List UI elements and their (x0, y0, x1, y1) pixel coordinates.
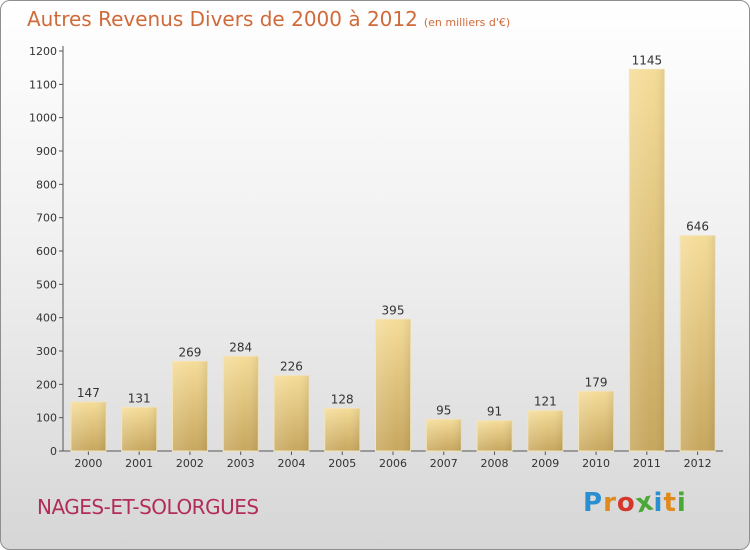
bar-sheen-2007 (426, 419, 462, 451)
y-tick-label: 300 (36, 345, 57, 358)
chart-title: Autres Revenus Divers de 2000 à 2012 (en … (27, 7, 510, 31)
y-tick-label: 600 (36, 245, 57, 258)
value-label-2002: 269 (178, 345, 201, 359)
y-tick-label: 1200 (29, 45, 57, 58)
value-label-2001: 131 (128, 391, 151, 405)
x-tick-label-2003: 2003 (227, 457, 255, 470)
value-label-2000: 147 (77, 386, 100, 400)
logo-letter: P (583, 488, 604, 518)
value-label-2007: 95 (436, 403, 451, 417)
y-tick-label: 800 (36, 178, 57, 191)
logo-letter: t (663, 488, 677, 518)
bar-sheen-2006 (375, 319, 411, 451)
bar-sheen-2002 (172, 361, 208, 451)
x-tick-label-2012: 2012 (684, 457, 712, 470)
bar-sheen-2000 (70, 402, 106, 451)
bar-sheen-2005 (324, 408, 360, 451)
x-tick-label-2007: 2007 (430, 457, 458, 470)
value-label-2006: 395 (382, 303, 405, 317)
value-label-2005: 128 (331, 392, 354, 406)
proxiti-logo: Proxiti (583, 486, 687, 519)
chart-title-text: Autres Revenus Divers de 2000 à 2012 (27, 7, 418, 31)
chart-unit: (en milliers d'€) (423, 16, 511, 29)
x-tick-label-2004: 2004 (277, 457, 305, 470)
y-tick-label: 200 (36, 378, 57, 391)
bar-sheen-2008 (477, 420, 513, 451)
x-tick-label-2009: 2009 (531, 457, 559, 470)
value-label-2008: 91 (487, 405, 502, 419)
value-label-2011: 1145 (632, 53, 663, 67)
logo-letter: r (603, 488, 617, 518)
y-tick-label: 1000 (29, 112, 57, 125)
y-tick-label: 400 (36, 312, 57, 325)
x-tick-label-2011: 2011 (633, 457, 661, 470)
value-label-2012: 646 (686, 220, 709, 234)
commune-name: NAGES-ET-SOLORGUES (37, 495, 259, 519)
bar-sheen-2009 (527, 410, 563, 451)
x-tick-label-2010: 2010 (582, 457, 610, 470)
value-label-2009: 121 (534, 395, 557, 409)
y-tick-label: 1100 (29, 78, 57, 91)
y-tick-label: 0 (50, 445, 57, 458)
value-label-2003: 284 (229, 340, 252, 354)
y-tick-label: 700 (36, 212, 57, 225)
bar-sheen-2012 (680, 235, 716, 451)
value-label-2004: 226 (280, 360, 303, 374)
y-tick-label: 100 (36, 412, 57, 425)
x-tick-label-2006: 2006 (379, 457, 407, 470)
y-tick-label: 900 (36, 145, 57, 158)
bar-sheen-2003 (223, 356, 259, 451)
logo-letter: i (676, 488, 687, 518)
logo-letter: i (653, 488, 664, 518)
x-tick-label-2000: 2000 (74, 457, 102, 470)
x-tick-label-2008: 2008 (481, 457, 509, 470)
x-tick-label-2001: 2001 (125, 457, 153, 470)
logo-letter: o (616, 488, 636, 518)
bar-sheen-2010 (578, 391, 614, 451)
x-tick-label-2005: 2005 (328, 457, 356, 470)
y-tick-label: 500 (36, 278, 57, 291)
bar-sheen-2001 (121, 407, 157, 451)
value-label-2010: 179 (585, 375, 608, 389)
bar-sheen-2011 (629, 69, 665, 451)
bar-sheen-2004 (273, 375, 309, 451)
x-tick-label-2002: 2002 (176, 457, 204, 470)
